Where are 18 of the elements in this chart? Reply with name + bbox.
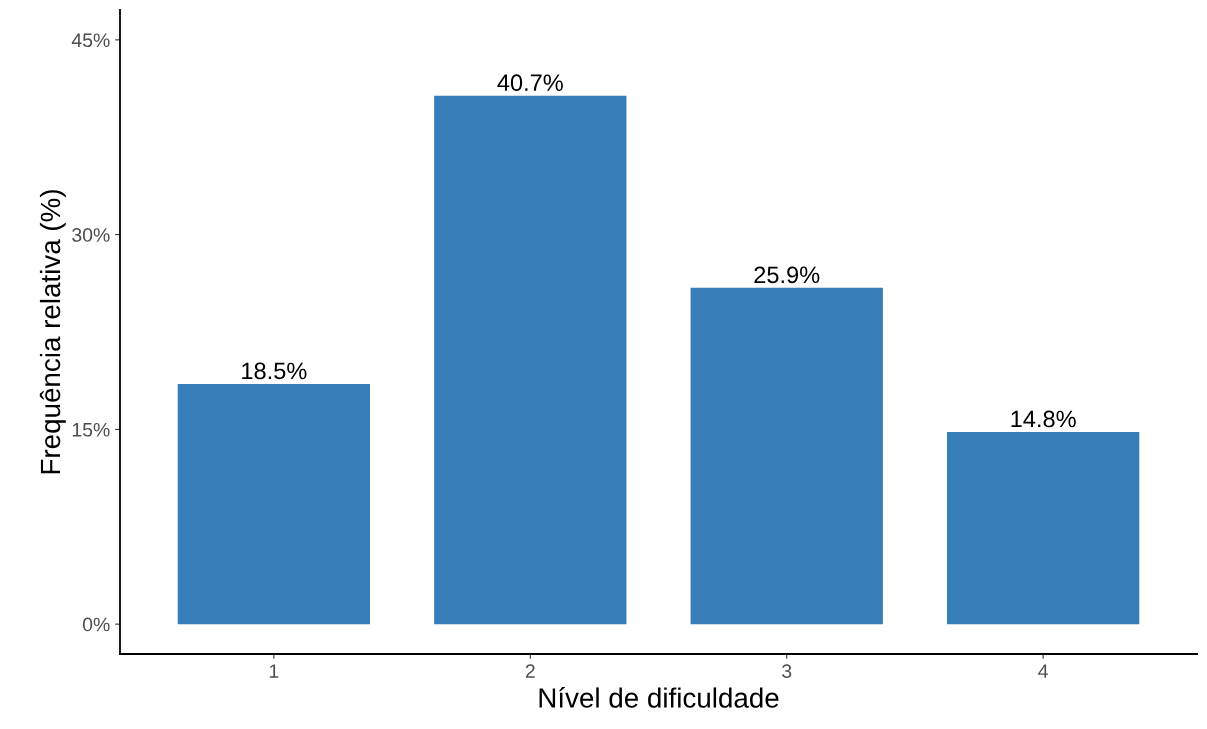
x-tick-label: 2 [525, 664, 535, 678]
data-label: 18.5% [242, 362, 307, 380]
y-tick-label: 30% [72, 228, 110, 242]
y-tick-label: 0% [82, 617, 110, 632]
x-tick-label: 4 [1038, 664, 1048, 678]
bar [177, 383, 371, 625]
x-axis-title: Nível de dificuldade [539, 687, 779, 708]
data-label: 25.9% [754, 266, 820, 284]
y-tick-label: 45% [71, 33, 110, 48]
data-label: 40.7% [497, 74, 563, 92]
x-tick-label: 1 [269, 664, 279, 678]
x-tick-label: 3 [782, 664, 792, 678]
y-tick-label: 15% [72, 422, 110, 437]
bar [434, 95, 627, 625]
bar [946, 431, 1140, 625]
data-label: 14.8% [1011, 410, 1076, 428]
bar [690, 287, 883, 625]
y-axis-title: Frequência relativa (%) [39, 190, 66, 474]
